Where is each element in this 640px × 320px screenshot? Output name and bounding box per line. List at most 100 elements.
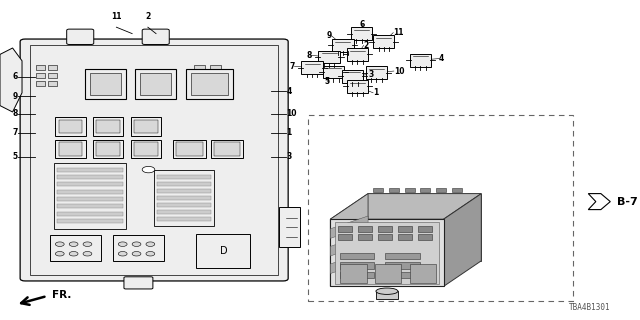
Text: FR.: FR. xyxy=(52,290,71,300)
Circle shape xyxy=(56,242,64,246)
FancyBboxPatch shape xyxy=(318,51,340,63)
Bar xyxy=(131,117,161,136)
Bar xyxy=(93,117,124,136)
Bar xyxy=(90,73,121,95)
Bar xyxy=(57,197,124,201)
Text: 2: 2 xyxy=(145,12,150,21)
Bar xyxy=(340,253,374,259)
Bar xyxy=(398,234,412,240)
FancyBboxPatch shape xyxy=(20,39,288,281)
Bar xyxy=(338,234,352,240)
Bar xyxy=(157,217,211,221)
Bar xyxy=(157,203,211,207)
Polygon shape xyxy=(0,48,22,112)
Bar xyxy=(186,69,233,99)
Bar xyxy=(398,226,412,232)
Text: 8: 8 xyxy=(12,109,18,118)
Bar xyxy=(358,226,372,232)
Bar xyxy=(134,142,158,156)
Polygon shape xyxy=(368,194,481,261)
FancyBboxPatch shape xyxy=(279,207,300,247)
Bar xyxy=(48,81,56,86)
Bar xyxy=(57,175,124,179)
Bar xyxy=(85,69,126,99)
Ellipse shape xyxy=(376,288,398,294)
Text: 6: 6 xyxy=(359,20,364,28)
Bar xyxy=(57,204,124,208)
Bar xyxy=(389,188,399,192)
FancyBboxPatch shape xyxy=(124,277,153,289)
Bar xyxy=(340,272,374,278)
Circle shape xyxy=(146,252,155,256)
Bar xyxy=(131,140,161,158)
Bar xyxy=(176,142,203,156)
Text: 9: 9 xyxy=(12,92,18,100)
Text: B-7: B-7 xyxy=(616,196,637,207)
Bar xyxy=(36,65,45,70)
Circle shape xyxy=(142,166,155,173)
FancyBboxPatch shape xyxy=(373,35,394,48)
Bar xyxy=(56,140,86,158)
Bar xyxy=(113,235,164,261)
FancyBboxPatch shape xyxy=(375,264,401,283)
Text: 4: 4 xyxy=(439,54,444,63)
Bar xyxy=(308,115,573,301)
Polygon shape xyxy=(330,194,368,286)
FancyBboxPatch shape xyxy=(347,80,368,93)
Bar xyxy=(376,291,398,299)
Bar xyxy=(58,120,83,133)
Text: TBA4B1301: TBA4B1301 xyxy=(569,303,611,312)
Bar xyxy=(358,234,372,240)
FancyBboxPatch shape xyxy=(323,66,344,78)
Bar xyxy=(211,140,243,158)
Bar xyxy=(419,226,432,232)
Bar xyxy=(157,189,211,193)
Circle shape xyxy=(146,242,155,246)
Bar xyxy=(140,73,171,95)
Text: 1: 1 xyxy=(286,128,292,137)
Bar xyxy=(57,168,124,172)
Bar xyxy=(330,219,444,286)
Bar xyxy=(378,226,392,232)
Text: 5: 5 xyxy=(13,152,18,161)
Circle shape xyxy=(132,252,141,256)
Bar xyxy=(57,219,124,223)
Bar xyxy=(385,253,420,259)
Bar xyxy=(340,262,374,269)
Polygon shape xyxy=(330,194,481,219)
Bar xyxy=(436,188,446,192)
Bar xyxy=(157,182,211,186)
FancyBboxPatch shape xyxy=(342,70,363,83)
Text: 6: 6 xyxy=(12,72,18,81)
Bar xyxy=(452,188,462,192)
Bar xyxy=(420,188,430,192)
Bar xyxy=(373,188,383,192)
Bar xyxy=(96,142,120,156)
Bar xyxy=(404,188,415,192)
Bar xyxy=(335,222,438,284)
Bar xyxy=(157,196,211,200)
Text: 1: 1 xyxy=(373,88,378,97)
Bar xyxy=(154,170,214,226)
Circle shape xyxy=(118,252,127,256)
Text: 7: 7 xyxy=(289,62,294,71)
FancyBboxPatch shape xyxy=(332,39,353,52)
FancyBboxPatch shape xyxy=(142,29,169,44)
Bar xyxy=(48,73,56,78)
Text: D: D xyxy=(220,246,227,256)
Text: 2: 2 xyxy=(364,41,369,50)
Bar xyxy=(157,210,211,214)
Polygon shape xyxy=(588,194,611,210)
Bar xyxy=(57,212,124,216)
Bar xyxy=(135,69,176,99)
Bar xyxy=(419,234,432,240)
Text: 10: 10 xyxy=(286,109,297,118)
Circle shape xyxy=(56,252,64,256)
Circle shape xyxy=(118,242,127,246)
FancyBboxPatch shape xyxy=(365,66,387,79)
Text: 5: 5 xyxy=(324,77,330,86)
Text: 3: 3 xyxy=(368,70,373,79)
Polygon shape xyxy=(330,251,368,274)
FancyBboxPatch shape xyxy=(67,29,93,44)
Text: 10: 10 xyxy=(394,67,404,76)
